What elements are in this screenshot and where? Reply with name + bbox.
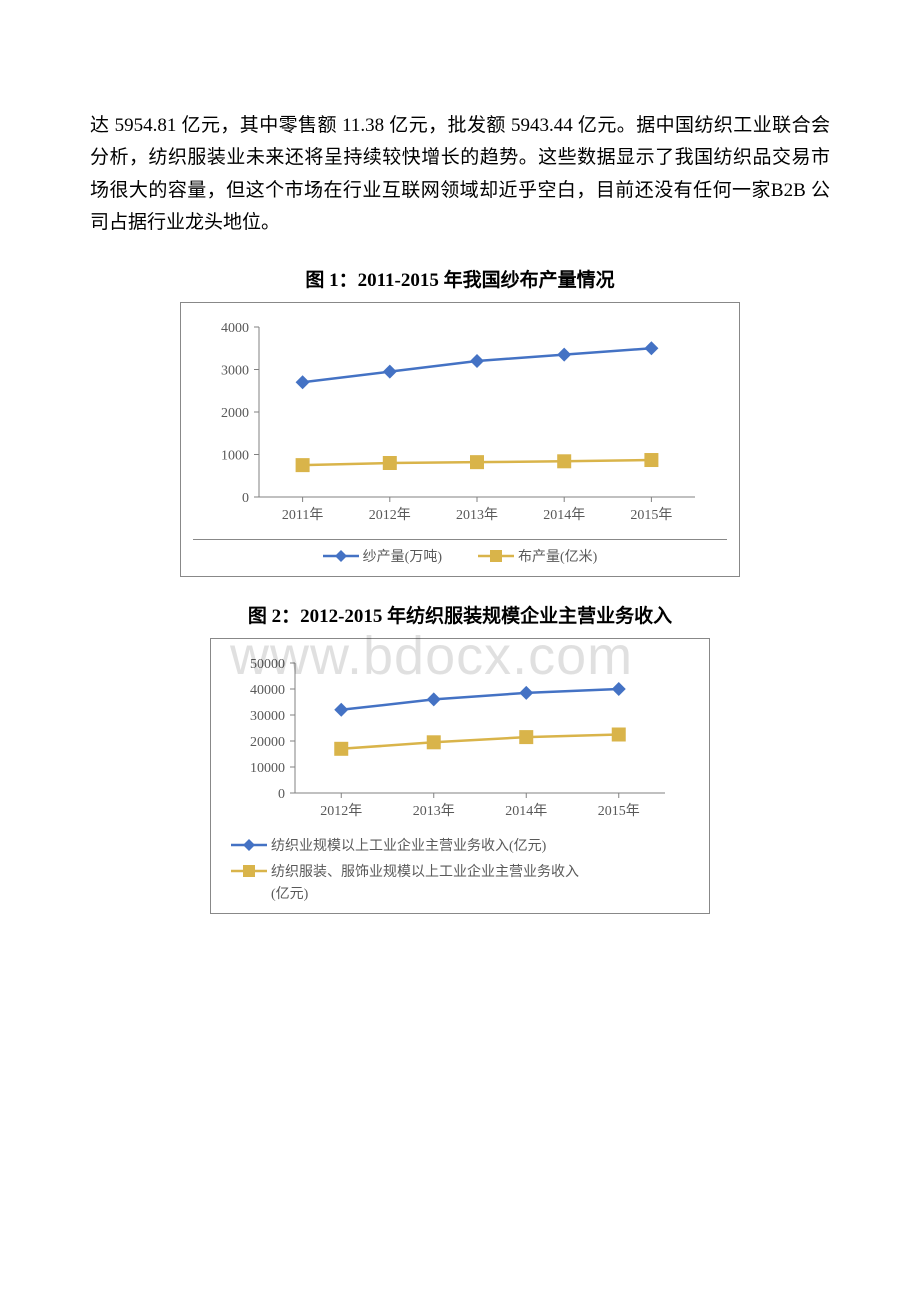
chart-legend: 纱产量(万吨) 布产量(亿米) — [193, 540, 727, 566]
series-marker — [383, 365, 397, 379]
legend-swatch — [323, 549, 359, 563]
chart1-title: 图 1：2011-2015 年我国纱布产量情况 — [90, 265, 830, 292]
series-marker — [296, 458, 310, 472]
legend-item: 布产量(亿米) — [478, 546, 597, 566]
series-marker — [519, 730, 533, 744]
x-tick-label: 2014年 — [505, 803, 547, 819]
y-tick-label: 40000 — [250, 683, 285, 698]
x-tick-label: 2011年 — [282, 507, 323, 523]
chart-plot: 0 1000 2000 3000 4000 2011年 2012年 2013年 2014年 201… — [193, 313, 723, 533]
x-tick-label: 2012年 — [320, 803, 362, 819]
legend-label: 布产量(亿米) — [518, 546, 597, 566]
series-marker — [334, 742, 348, 756]
legend-swatch — [231, 838, 267, 852]
series-marker — [612, 682, 626, 696]
series-marker — [519, 686, 533, 700]
legend-item: 纺织业规模以上工业企业主营业务收入(亿元) — [223, 829, 697, 855]
y-tick-label: 50000 — [250, 657, 285, 672]
x-tick-label: 2014年 — [543, 507, 585, 523]
legend-item: 纱产量(万吨) — [323, 546, 442, 566]
chart2-title: 图 2：2012-2015 年纺织服装规模企业主营业务收入 — [90, 601, 830, 628]
x-tick-label: 2012年 — [369, 507, 411, 523]
x-tick-label: 2015年 — [598, 803, 640, 819]
series-marker — [557, 348, 571, 362]
y-tick-label: 1000 — [221, 449, 249, 464]
series-marker — [644, 341, 658, 355]
chart-plot: 0 10000 20000 30000 40000 50000 2012年 2013年 2014… — [223, 649, 693, 829]
y-tick-label: 2000 — [221, 406, 249, 421]
chart2-box: 0 10000 20000 30000 40000 50000 2012年 2013年 2014… — [210, 638, 710, 914]
series-marker — [612, 728, 626, 742]
y-tick-label: 4000 — [221, 321, 249, 336]
series-marker — [470, 354, 484, 368]
series-marker — [334, 703, 348, 717]
series-marker — [383, 456, 397, 470]
y-tick-label: 0 — [242, 491, 249, 506]
y-tick-label: 20000 — [250, 735, 285, 750]
y-tick-label: 10000 — [250, 761, 285, 776]
x-tick-label: 2013年 — [413, 803, 455, 819]
legend-item: 纺织服装、服饰业规模以上工业企业主营业务收入 — [223, 855, 697, 881]
series-line — [341, 735, 619, 749]
legend-label: 纺织服装、服饰业规模以上工业企业主营业务收入 — [271, 861, 579, 881]
legend-swatch — [478, 549, 514, 563]
x-tick-label: 2013年 — [456, 507, 498, 523]
chart2-container: 0 10000 20000 30000 40000 50000 2012年 2013年 2014… — [90, 638, 830, 914]
chart1-box: 0 1000 2000 3000 4000 2011年 2012年 2013年 2014年 201… — [180, 302, 740, 577]
series-marker — [644, 453, 658, 467]
y-tick-label: 0 — [278, 787, 285, 802]
series-marker — [557, 454, 571, 468]
chart1-container: 0 1000 2000 3000 4000 2011年 2012年 2013年 2014年 201… — [90, 302, 830, 577]
series-marker — [427, 693, 441, 707]
legend-swatch — [231, 864, 267, 878]
series-marker — [427, 735, 441, 749]
series-line — [341, 689, 619, 710]
y-tick-label: 3000 — [221, 364, 249, 379]
y-tick-label: 30000 — [250, 709, 285, 724]
paragraph: 达 5954.81 亿元，其中零售额 11.38 亿元，批发额 5943.44 … — [90, 110, 830, 239]
series-marker — [296, 375, 310, 389]
legend-sub: (亿元) — [223, 883, 697, 903]
legend-label: 纺织业规模以上工业企业主营业务收入(亿元) — [271, 835, 546, 855]
x-tick-label: 2015年 — [630, 507, 672, 523]
series-marker — [470, 455, 484, 469]
legend-label: 纱产量(万吨) — [363, 546, 442, 566]
